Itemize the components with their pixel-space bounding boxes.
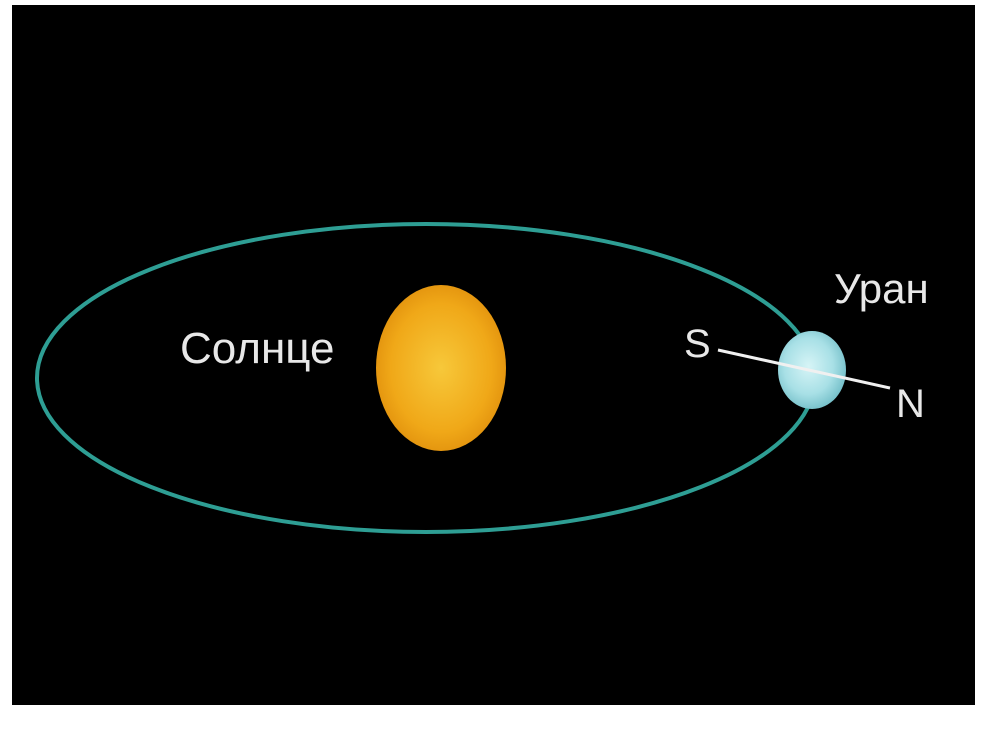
north-label: N bbox=[896, 382, 925, 426]
diagram: Солнце Уран S N bbox=[0, 0, 988, 730]
planet-label: Уран bbox=[834, 265, 929, 312]
south-label: S bbox=[684, 322, 711, 366]
sun-label: Солнце bbox=[180, 324, 334, 373]
sun bbox=[376, 285, 506, 451]
